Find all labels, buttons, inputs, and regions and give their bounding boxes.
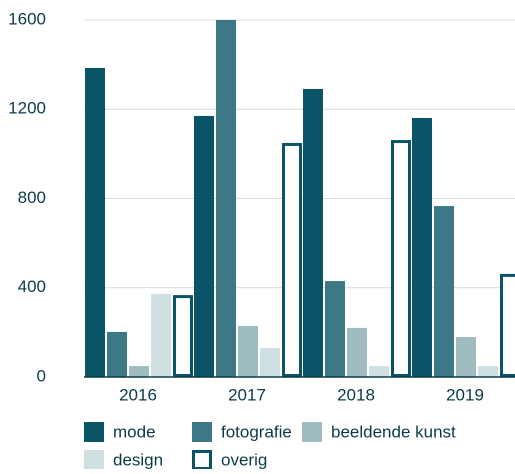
bar (393, 142, 410, 376)
bar (107, 332, 127, 377)
bar (434, 206, 454, 377)
legend-swatch (84, 450, 104, 469)
legend-label: beeldende kunst (331, 422, 456, 441)
bar (129, 366, 149, 377)
bar (238, 326, 258, 377)
x-tick-label: 2019 (446, 385, 484, 404)
legend-swatch (192, 422, 212, 442)
y-tick-label: 800 (18, 188, 46, 207)
legend-label: mode (113, 422, 156, 441)
bar (194, 116, 214, 377)
bar (216, 20, 236, 377)
y-tick-label: 1200 (8, 99, 46, 118)
x-tick-label: 2018 (337, 385, 375, 404)
bar (284, 144, 301, 375)
bar (369, 366, 389, 377)
bar (175, 297, 192, 376)
x-tick-label: 2016 (119, 385, 157, 404)
bar (260, 348, 280, 377)
legend-swatch (302, 422, 322, 442)
bar (85, 68, 105, 377)
bar (456, 337, 476, 377)
y-tick-label: 1600 (8, 9, 46, 28)
bar (325, 281, 345, 377)
legend-label: fotografie (221, 422, 292, 441)
legend-label: overig (221, 450, 267, 469)
bar (303, 89, 323, 377)
bar (478, 366, 498, 377)
y-tick-label: 400 (18, 277, 46, 296)
bar (151, 294, 171, 377)
bar (347, 328, 367, 377)
legend-swatch (194, 452, 211, 469)
legend-swatch (84, 422, 104, 442)
bar (412, 118, 432, 377)
bar (502, 275, 515, 375)
x-tick-label: 2017 (228, 385, 266, 404)
y-tick-label: 0 (37, 366, 46, 385)
legend-label: design (113, 450, 163, 469)
